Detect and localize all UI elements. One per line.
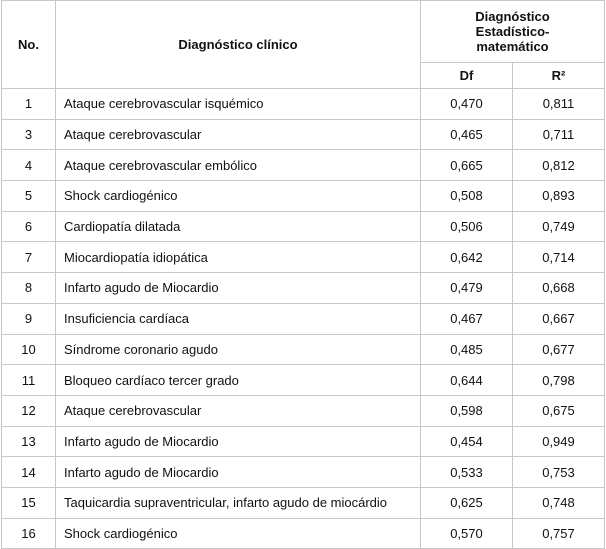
diagnosis: Ataque cerebrovascular <box>55 394 421 427</box>
row-number: 12 <box>1 394 56 427</box>
table-row: 15 Taquicardia supraventricular, infarto … <box>1 486 605 519</box>
table-row: 13 Infarto agudo de Miocardio 0,454 0,949 <box>1 425 605 458</box>
df-value: 0,454 <box>420 425 513 458</box>
diagnosis: Shock cardiogénico <box>55 517 421 549</box>
table-row: 12 Ataque cerebrovascular 0,598 0,675 <box>1 394 605 427</box>
row-number: 3 <box>1 118 56 151</box>
row-number: 10 <box>1 333 56 366</box>
row-number: 15 <box>1 486 56 519</box>
df-value: 0,506 <box>420 210 513 243</box>
header-r2: R² <box>512 62 605 89</box>
r2-value: 0,812 <box>512 149 605 182</box>
header-df: Df <box>420 62 513 89</box>
diagnosis: Ataque cerebrovascular embólico <box>55 149 421 182</box>
diagnosis: Infarto agudo de Miocardio <box>55 425 421 458</box>
table-row: 10 Síndrome coronario agudo 0,485 0,677 <box>1 333 605 366</box>
r2-value: 0,668 <box>512 272 605 304</box>
r2-value: 0,798 <box>512 364 605 396</box>
diagnosis: Síndrome coronario agudo <box>55 333 421 366</box>
header-no: No. <box>1 0 56 89</box>
r2-value: 0,677 <box>512 333 605 366</box>
r2-value: 0,748 <box>512 486 605 519</box>
df-value: 0,625 <box>420 486 513 519</box>
table-row: 16 Shock cardiogénico 0,570 0,757 <box>1 517 605 549</box>
df-value: 0,598 <box>420 394 513 427</box>
diagnosis: Ataque cerebrovascular <box>55 118 421 151</box>
table-row: 4 Ataque cerebrovascular embólico 0,665 0,8… <box>1 149 605 182</box>
df-value: 0,479 <box>420 272 513 304</box>
r2-value: 0,711 <box>512 118 605 151</box>
row-number: 14 <box>1 456 56 488</box>
r2-value: 0,675 <box>512 394 605 427</box>
r2-value: 0,811 <box>512 88 605 120</box>
table-row: 3 Ataque cerebrovascular 0,465 0,711 <box>1 118 605 151</box>
diagnosis: Cardiopatía dilatada <box>55 210 421 243</box>
df-value: 0,644 <box>420 364 513 396</box>
row-number: 1 <box>1 88 56 120</box>
r2-value: 0,667 <box>512 302 605 335</box>
header-group: Diagnóstico Estadístico-matemático <box>420 0 605 63</box>
row-number: 9 <box>1 302 56 335</box>
r2-value: 0,714 <box>512 241 605 274</box>
row-number: 8 <box>1 272 56 304</box>
diagnosis: Infarto agudo de Miocardio <box>55 272 421 304</box>
diagnosis: Miocardiopatía idiopática <box>55 241 421 274</box>
row-number: 16 <box>1 517 56 549</box>
df-value: 0,533 <box>420 456 513 488</box>
diagnosis: Infarto agudo de Miocardio <box>55 456 421 488</box>
table-row: 1 Ataque cerebrovascular isquémico 0,470 0,… <box>1 88 605 120</box>
diagnosis: Shock cardiogénico <box>55 180 421 212</box>
diagnosis: Insuficiencia cardíaca <box>55 302 421 335</box>
r2-value: 0,753 <box>512 456 605 488</box>
header-diagnosis: Diagnóstico clínico <box>55 0 421 89</box>
r2-value: 0,757 <box>512 517 605 549</box>
df-value: 0,485 <box>420 333 513 366</box>
table-row: 14 Infarto agudo de Miocardio 0,533 0,753 <box>1 456 605 488</box>
row-number: 5 <box>1 180 56 212</box>
r2-value: 0,749 <box>512 210 605 243</box>
table-row: 7 Miocardiopatía idiopática 0,642 0,714 <box>1 241 605 274</box>
row-number: 7 <box>1 241 56 274</box>
diagnosis: Taquicardia supraventricular, infarto ag… <box>55 486 421 519</box>
df-value: 0,665 <box>420 149 513 182</box>
table-row: 5 Shock cardiogénico 0,508 0,893 <box>1 180 605 212</box>
df-value: 0,508 <box>420 180 513 212</box>
df-value: 0,467 <box>420 302 513 335</box>
row-number: 6 <box>1 210 56 243</box>
table-row: 11 Bloqueo cardíaco tercer grado 0,644 0,79… <box>1 364 605 396</box>
df-value: 0,470 <box>420 88 513 120</box>
diagnosis: Bloqueo cardíaco tercer grado <box>55 364 421 396</box>
df-value: 0,465 <box>420 118 513 151</box>
row-number: 4 <box>1 149 56 182</box>
r2-value: 0,949 <box>512 425 605 458</box>
table-body: 1 Ataque cerebrovascular isquémico 0,470 0,… <box>1 88 605 549</box>
table-row: 9 Insuficiencia cardíaca 0,467 0,667 <box>1 302 605 335</box>
row-number: 13 <box>1 425 56 458</box>
df-value: 0,570 <box>420 517 513 549</box>
r2-value: 0,893 <box>512 180 605 212</box>
table-row: 8 Infarto agudo de Miocardio 0,479 0,668 <box>1 272 605 304</box>
row-number: 11 <box>1 364 56 396</box>
df-value: 0,642 <box>420 241 513 274</box>
table-row: 6 Cardiopatía dilatada 0,506 0,749 <box>1 210 605 243</box>
diagnosis: Ataque cerebrovascular isquémico <box>55 88 421 120</box>
